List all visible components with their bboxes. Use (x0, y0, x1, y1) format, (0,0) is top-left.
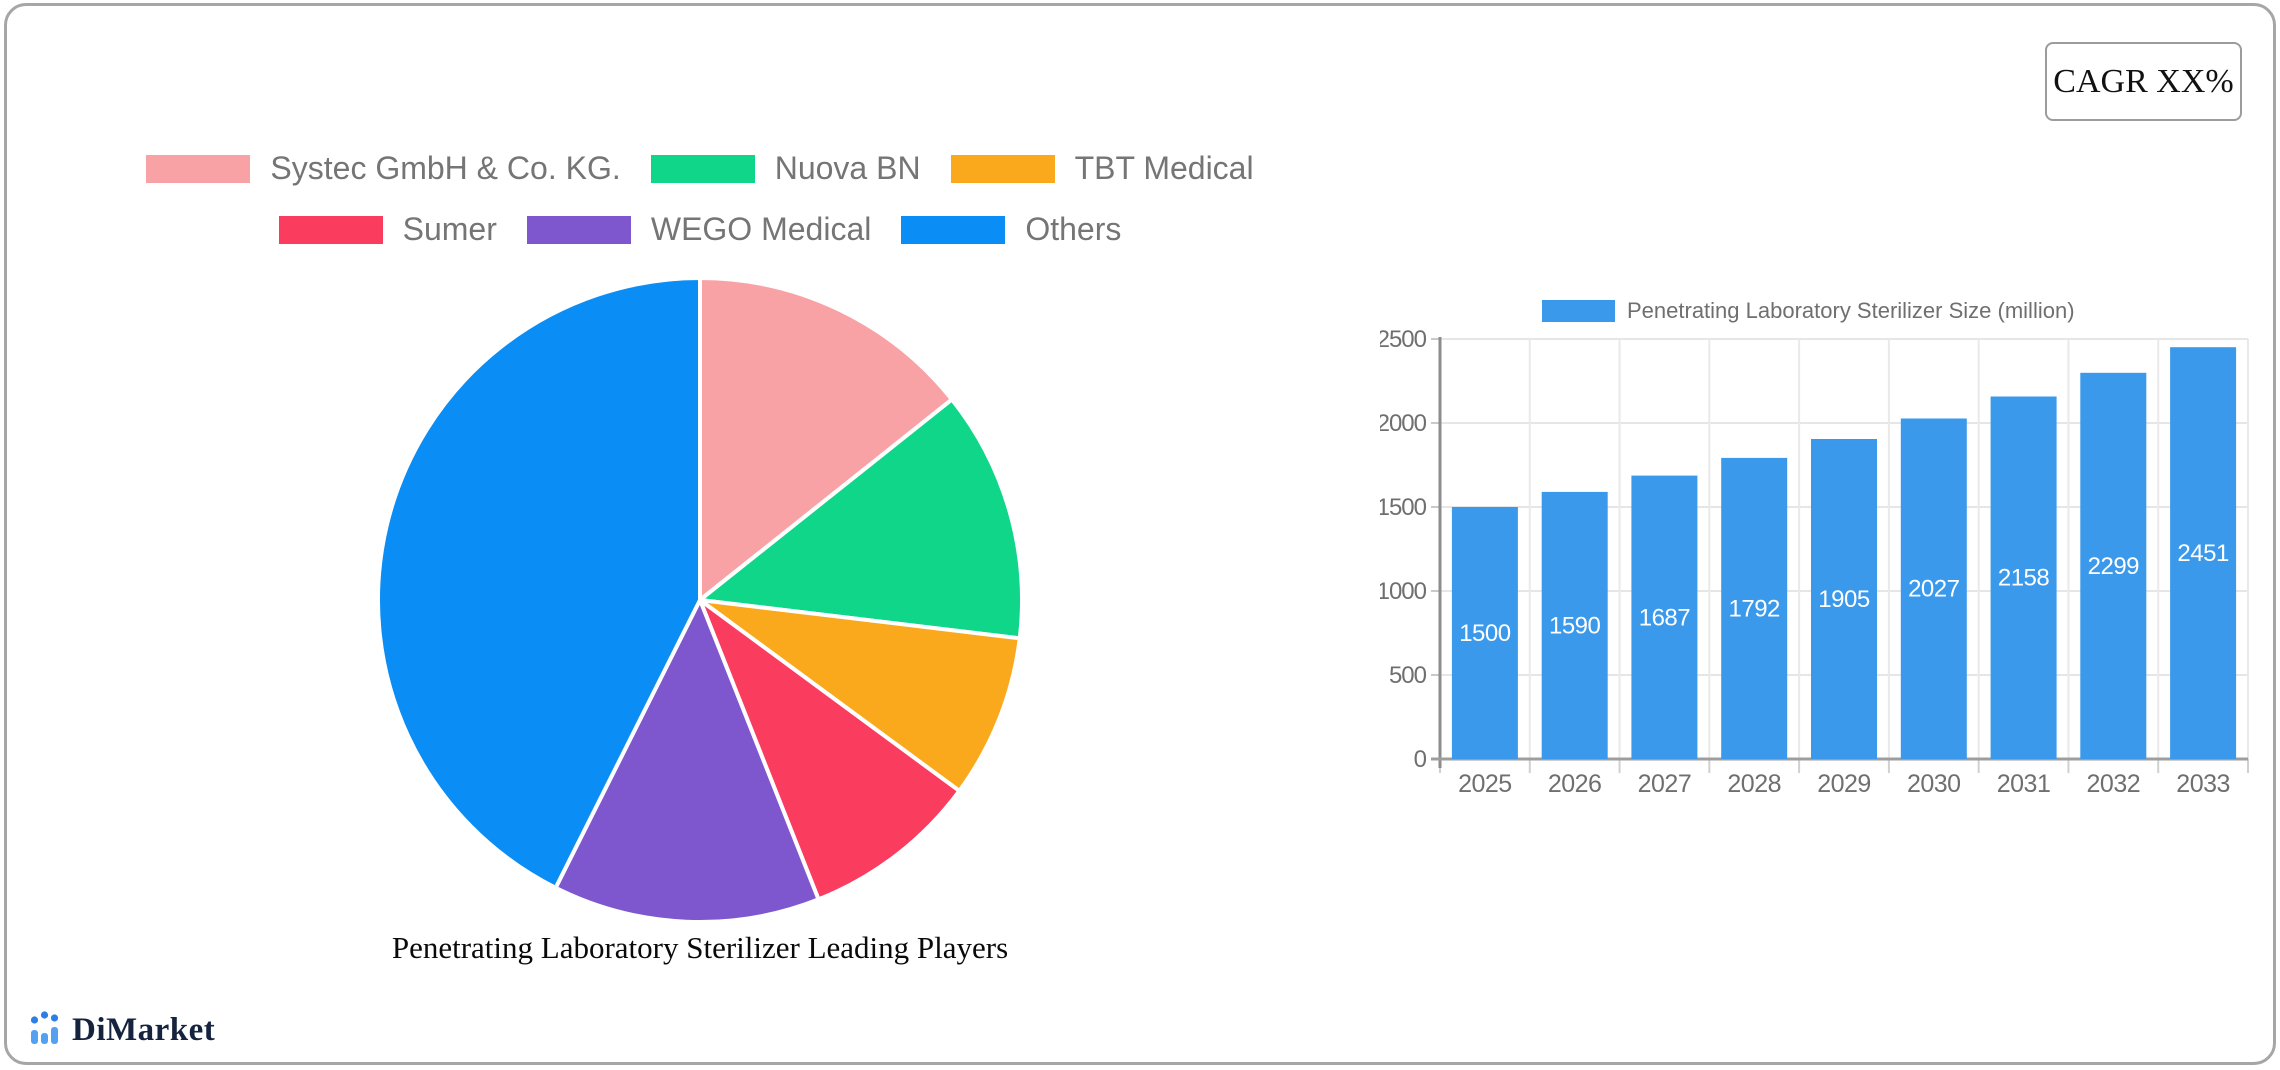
y-axis-label: 1500 (1380, 494, 1427, 521)
bar-2033 (2170, 347, 2237, 759)
x-axis-label: 2029 (1817, 770, 1871, 798)
bar-2028 (1721, 457, 1788, 759)
pie-chart-title: Penetrating Laboratory Sterilizer Leadin… (391, 930, 1009, 965)
x-axis-label: 2033 (2176, 770, 2230, 798)
bar-value-label: 1590 (1549, 612, 1601, 639)
pie-slice-sumer (698, 598, 962, 902)
bar-2031 (1990, 396, 2057, 759)
bar-chart: Penetrating Laboratory Sterilizer Size (… (1380, 298, 2249, 798)
pie-slice-nuova-bn (698, 397, 1024, 641)
legend-item: Systec GmbH & Co. KG. (146, 150, 621, 187)
legend-item: Others (901, 211, 1121, 248)
x-axis-label: 2032 (2087, 770, 2141, 798)
legend-label: Sumer (402, 211, 497, 247)
legend-label: Nuova BN (774, 150, 921, 186)
bar-2029 (1811, 439, 1877, 759)
legend-swatch (901, 215, 1006, 244)
legend-label: Systec GmbH & Co. KG. (270, 150, 621, 186)
bar-2030 (1900, 418, 1967, 759)
bar-value-label: 2451 (2177, 540, 2229, 567)
bar-2032 (2080, 372, 2147, 759)
legend-item: Nuova BN (650, 150, 921, 187)
bar-value-label: 2158 (1998, 565, 2050, 592)
legend-item: WEGO Medical (526, 211, 872, 248)
legend-label: Others (1025, 211, 1122, 247)
legend-swatch (146, 154, 251, 183)
legend-swatch (278, 215, 383, 244)
y-axis-label: 1000 (1380, 578, 1427, 605)
x-axis-label: 2031 (1997, 770, 2051, 798)
bar-value-label: 2299 (2088, 553, 2140, 580)
x-axis-label: 2025 (1458, 770, 1512, 798)
brand-name: DiMarket (72, 1011, 216, 1048)
legend-swatch (650, 154, 755, 183)
legend-label: WEGO Medical (650, 211, 872, 247)
legend-swatch (526, 215, 631, 244)
x-axis-label: 2026 (1548, 770, 1602, 798)
bar-value-label: 1687 (1639, 604, 1691, 631)
pie-legend-row-2: Sumer WEGO Medical Others (278, 211, 1121, 248)
bar-legend-label: Penetrating Laboratory Sterilizer Size (… (1627, 298, 2075, 323)
y-axis-label: 2000 (1380, 410, 1427, 437)
pie-legend: Systec GmbH & Co. KG. Nuova BN TBT Medical… (50, 150, 1350, 248)
pie-slice-tbt-medical (698, 598, 1022, 793)
pie-chart (375, 276, 1024, 924)
bar-2027 (1631, 475, 1698, 759)
bar-value-label: 1905 (1818, 586, 1870, 613)
pie-legend-row-1: Systec GmbH & Co. KG. Nuova BN TBT Medical (146, 150, 1254, 187)
y-axis-label: 500 (1389, 662, 1427, 689)
legend-item: Sumer (278, 211, 497, 248)
x-axis-label: 2030 (1907, 770, 1961, 798)
bar-value-label: 1792 (1729, 596, 1781, 623)
x-axis-label: 2027 (1638, 770, 1692, 798)
brand-logo: DiMarket (28, 1010, 215, 1050)
legend-label: TBT Medical (1074, 150, 1254, 186)
legend-item: TBT Medical (950, 150, 1254, 187)
bar-2026 (1541, 491, 1608, 759)
x-axis-label: 2028 (1727, 770, 1781, 798)
y-axis-label: 2500 (1380, 326, 1427, 353)
bar-legend-swatch (1542, 300, 1615, 322)
bar-2025 (1451, 507, 1518, 759)
bar-value-label: 1500 (1459, 620, 1511, 647)
pie-slice-systec-gmbh-co-kg (698, 276, 954, 602)
y-axis-label: 0 (1414, 746, 1427, 773)
pie-slice-wego-medical (553, 598, 821, 924)
bar-value-label: 2027 (1908, 576, 1960, 603)
cagr-label: CAGR XX% (2053, 62, 2234, 100)
legend-swatch (950, 154, 1055, 183)
pie-slice-others (375, 276, 702, 890)
report-frame (4, 3, 2276, 1065)
cagr-badge: CAGR XX% (2045, 42, 2242, 121)
bar-chart-logo-icon (30, 1011, 59, 1044)
